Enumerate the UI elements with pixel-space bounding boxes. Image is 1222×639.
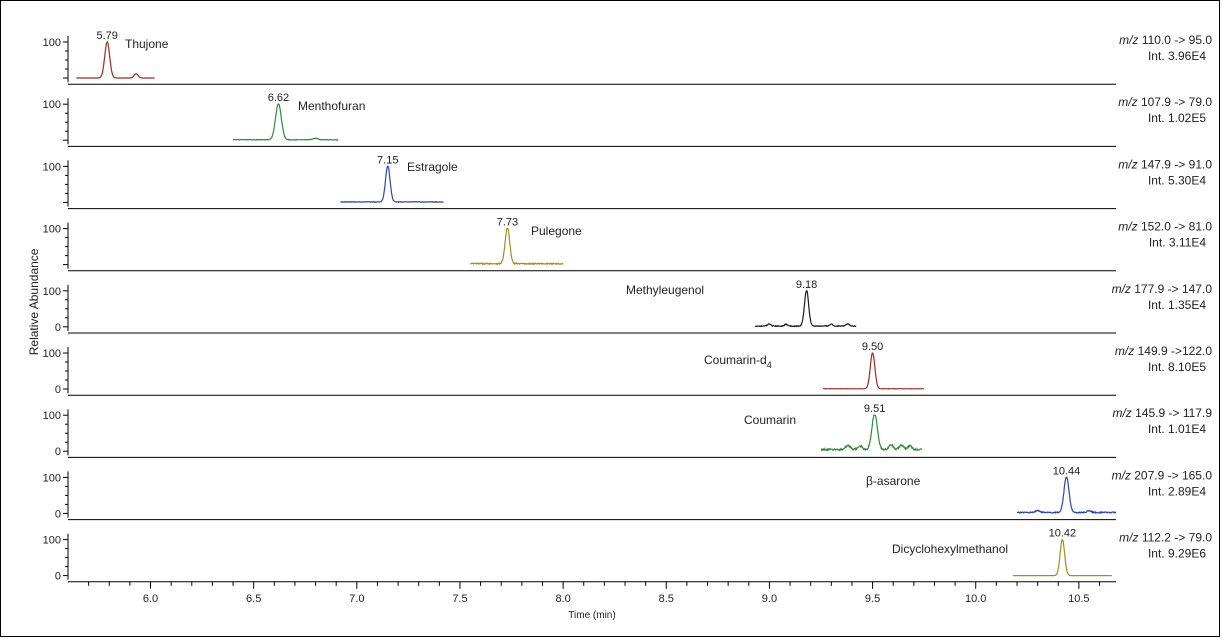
peak-rt-label: 9.51 (864, 403, 885, 415)
mz-transition-label: m/z 110.0 -> 95.0 (1119, 33, 1212, 47)
intensity-label: Int. 1.35E4 (1148, 298, 1206, 312)
compound-name: Methyleugenol (626, 283, 704, 297)
x-tick-label: 10.5 (1068, 593, 1089, 605)
mz-transition-label: m/z 107.9 -> 79.0 (1118, 95, 1212, 109)
y-axis-title: Relative Abundance (27, 248, 41, 355)
mz-transition-label: m/z 147.9 -> 91.0 (1118, 157, 1212, 171)
compound-name: Pulegone (531, 224, 582, 238)
y-tick-label-100: 100 (43, 37, 61, 49)
y-tick-label-0: 0 (55, 322, 61, 334)
x-tick-label: 6.0 (143, 593, 158, 605)
mz-transition-label: m/z 207.9 -> 165.0 (1112, 468, 1213, 482)
x-tick-label: 10.0 (965, 593, 986, 605)
peak-rt-label: 7.15 (377, 154, 398, 166)
y-tick-label-0: 0 (55, 446, 61, 458)
compound-name: Menthofuran (298, 99, 365, 113)
mz-transition-label: m/z 145.9 -> 117.9 (1112, 406, 1212, 420)
x-tick-label: 7.0 (349, 593, 364, 605)
intensity-label: Int. 2.89E4 (1148, 484, 1206, 498)
intensity-label: Int. 3.96E4 (1148, 49, 1206, 63)
x-tick-label: 8.0 (555, 593, 570, 605)
peak-rt-label: 9.18 (796, 279, 817, 291)
compound-name: β-asarone (866, 474, 921, 488)
x-tick-label: 8.5 (659, 593, 674, 605)
peak-rt-label: 10.44 (1053, 465, 1081, 477)
y-tick-label-100: 100 (43, 472, 61, 484)
intensity-label: Int. 1.02E5 (1148, 111, 1206, 125)
intensity-label: Int. 9.29E6 (1148, 547, 1206, 561)
trace-4 (754, 290, 857, 328)
y-tick-label-100: 100 (43, 348, 61, 360)
mz-transition-label: m/z 152.0 -> 81.0 (1118, 220, 1212, 234)
y-tick-label-100: 100 (43, 286, 61, 298)
x-tick-label: 7.5 (452, 593, 467, 605)
trace-3 (469, 228, 564, 266)
y-tick-label-0: 0 (55, 571, 61, 583)
x-axis-title: Time (min) (568, 610, 615, 621)
intensity-label: Int. 3.11E4 (1149, 236, 1206, 250)
trace-7 (1016, 476, 1117, 515)
x-tick-label: 9.5 (865, 593, 880, 605)
mz-transition-label: m/z 112.2 -> 79.0 (1119, 531, 1212, 545)
intensity-label: Int. 1.01E4 (1148, 422, 1206, 436)
y-tick-label-0: 0 (55, 508, 61, 520)
y-tick-label-100: 100 (43, 410, 61, 422)
mz-transition-label: m/z 177.9 -> 147.0 (1112, 282, 1213, 296)
y-tick-label-100: 100 (43, 535, 61, 547)
compound-name: Estragole (407, 160, 458, 174)
compound-name: Coumarin-d4 (704, 353, 772, 370)
peak-rt-label: 6.62 (268, 92, 289, 104)
compound-name: Thujone (125, 37, 169, 51)
x-tick-label: 6.5 (246, 593, 261, 605)
mz-transition-label: m/z 149.9 ->122.0 (1115, 344, 1212, 358)
compound-name: Dicyclohexylmethanol (892, 542, 1008, 556)
compound-name: Coumarin (744, 413, 796, 427)
trace-0 (76, 41, 155, 79)
y-tick-label-0: 0 (55, 384, 61, 396)
trace-5 (822, 352, 925, 390)
trace-1 (232, 103, 339, 141)
x-tick-label: 9.0 (762, 593, 777, 605)
trace-2 (340, 165, 444, 204)
peak-rt-label: 9.50 (862, 341, 883, 353)
y-tick-label-100: 100 (43, 224, 61, 236)
y-tick-label-100: 100 (43, 99, 61, 111)
peak-rt-label: 10.42 (1049, 528, 1077, 540)
trace-8 (1012, 538, 1112, 577)
intensity-label: Int. 8.10E5 (1148, 360, 1206, 374)
trace-6 (820, 414, 923, 452)
intensity-label: Int. 5.30E4 (1148, 173, 1206, 187)
y-tick-label-100: 100 (43, 161, 61, 173)
peak-rt-label: 7.73 (497, 217, 518, 229)
peak-rt-label: 5.79 (96, 30, 117, 42)
